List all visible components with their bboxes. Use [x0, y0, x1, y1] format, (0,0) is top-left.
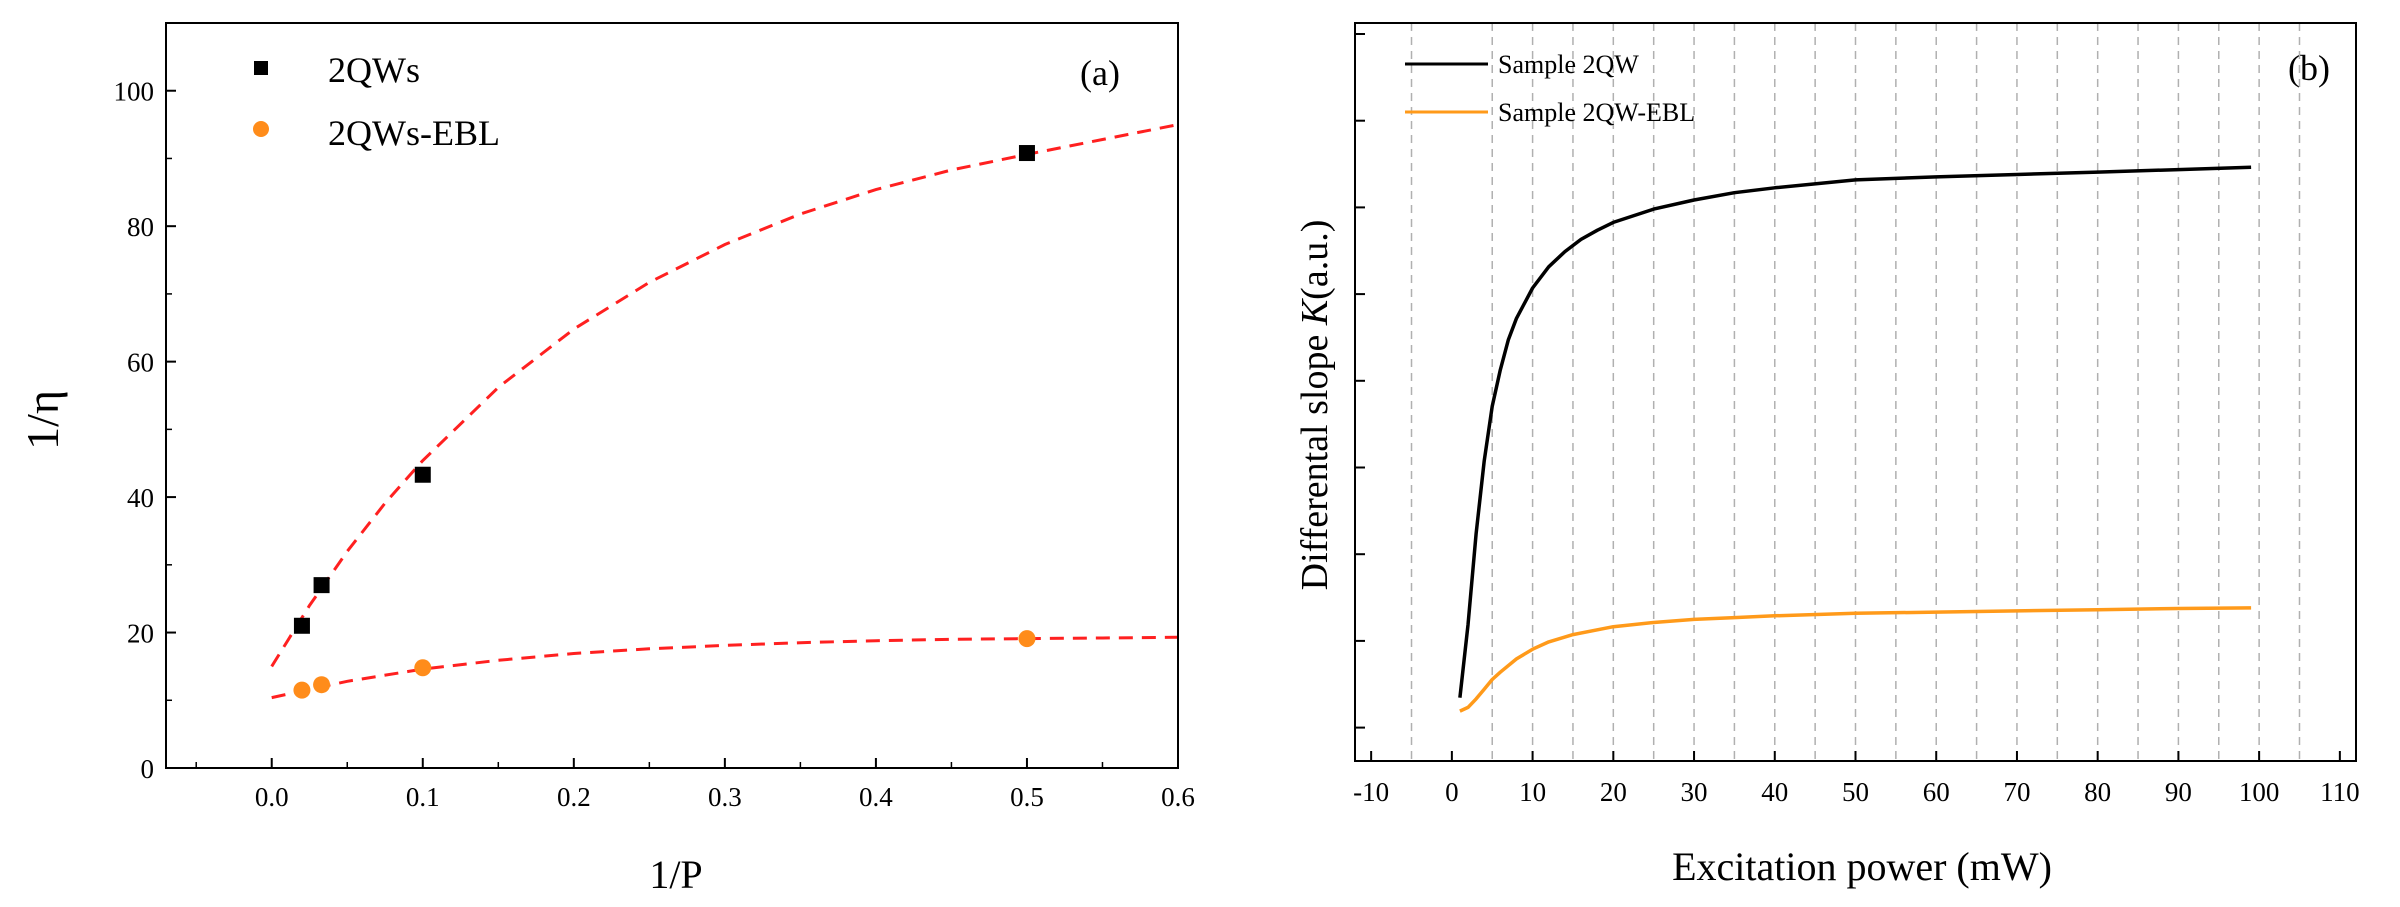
x-tick-label: 80	[2084, 777, 2111, 807]
y-tick-label: 0	[141, 754, 155, 784]
2qws-ebl-point	[313, 676, 331, 694]
2qws-point	[313, 577, 330, 594]
legend-square-marker	[254, 61, 268, 75]
panel-a-label: (a)	[1080, 53, 1120, 93]
legend-sample-2qw-label: Sample 2QW	[1498, 50, 1639, 79]
panel-b-legend: Sample 2QW Sample 2QW-EBL	[1405, 50, 1695, 127]
x-tick-label: 0	[1445, 777, 1459, 807]
panel-a-ylabel: 1/η	[17, 390, 68, 450]
sample-2qw-ebl-line	[1459, 606, 2252, 713]
x-tick-label: 0.5	[1010, 782, 1044, 812]
2qws-ebl-point	[1018, 630, 1036, 648]
sample-2qw-line	[1458, 165, 2252, 698]
y-tick-label: 100	[114, 77, 155, 107]
2qws-point	[293, 617, 310, 634]
y-tick-label: 80	[127, 212, 154, 242]
panel-b: -10 0 10 20 30 40 50 60 70 80 90 100 110 Sample 2QW …	[1294, 22, 2360, 889]
panel-b-ylabel: Differental slope K(a.u.)	[1294, 220, 1336, 591]
x-tick-label: 70	[2003, 777, 2030, 807]
panel-b-ylabel-prefix: Differental slope	[1294, 325, 1336, 590]
2qws-fit-curve	[270, 123, 1179, 668]
legend-sample-2qw-ebl-label: Sample 2QW-EBL	[1498, 98, 1695, 127]
x-tick-label: 60	[1923, 777, 1950, 807]
2qws-point	[1018, 145, 1035, 162]
x-tick-label: 0.0	[255, 782, 289, 812]
x-tick-label: 0.6	[1161, 782, 1195, 812]
2qws-point	[414, 466, 431, 483]
panel-b-label: (b)	[2288, 48, 2330, 88]
panel-a: 0.0 0.1 0.2 0.3 0.4 0.5 0.6 0 20 40 60 80 100 2QWs …	[17, 22, 1195, 897]
panel-a-frame	[165, 22, 1179, 769]
2qws-ebl-point	[293, 681, 311, 699]
x-tick-label: 50	[1842, 777, 1869, 807]
x-tick-label: 10	[1519, 777, 1546, 807]
x-tick-label: 0.2	[557, 782, 591, 812]
legend-2qws-ebl-label: 2QWs-EBL	[328, 113, 500, 153]
2qws-ebl-point	[414, 659, 432, 677]
y-tick-label: 40	[127, 483, 154, 513]
x-tick-label: 0.3	[708, 782, 742, 812]
y-tick-label: 60	[127, 348, 154, 378]
panel-b-ylabel-suffix: (a.u.)	[1294, 220, 1336, 300]
panel-a-legend: 2QWs 2QWs-EBL	[253, 50, 500, 153]
x-tick-label: 90	[2165, 777, 2192, 807]
x-tick-label: 100	[2239, 777, 2280, 807]
x-tick-label: 30	[1681, 777, 1708, 807]
panel-b-xlabel: Excitation power (mW)	[1672, 844, 2052, 889]
legend-circle-marker	[253, 121, 269, 137]
panel-b-ylabel-symbol: K	[1294, 298, 1336, 326]
2qws-ebl-fit-curve	[271, 635, 1179, 700]
legend-2qws-label: 2QWs	[328, 50, 420, 90]
panel-a-xlabel: 1/P	[649, 852, 702, 897]
x-tick-label: 0.1	[406, 782, 440, 812]
x-tick-label: 40	[1761, 777, 1788, 807]
x-tick-label: 0.4	[859, 782, 893, 812]
x-tick-label: 20	[1600, 777, 1627, 807]
x-tick-label: -10	[1353, 777, 1389, 807]
y-tick-label: 20	[127, 619, 154, 649]
x-tick-label: 110	[2320, 777, 2360, 807]
